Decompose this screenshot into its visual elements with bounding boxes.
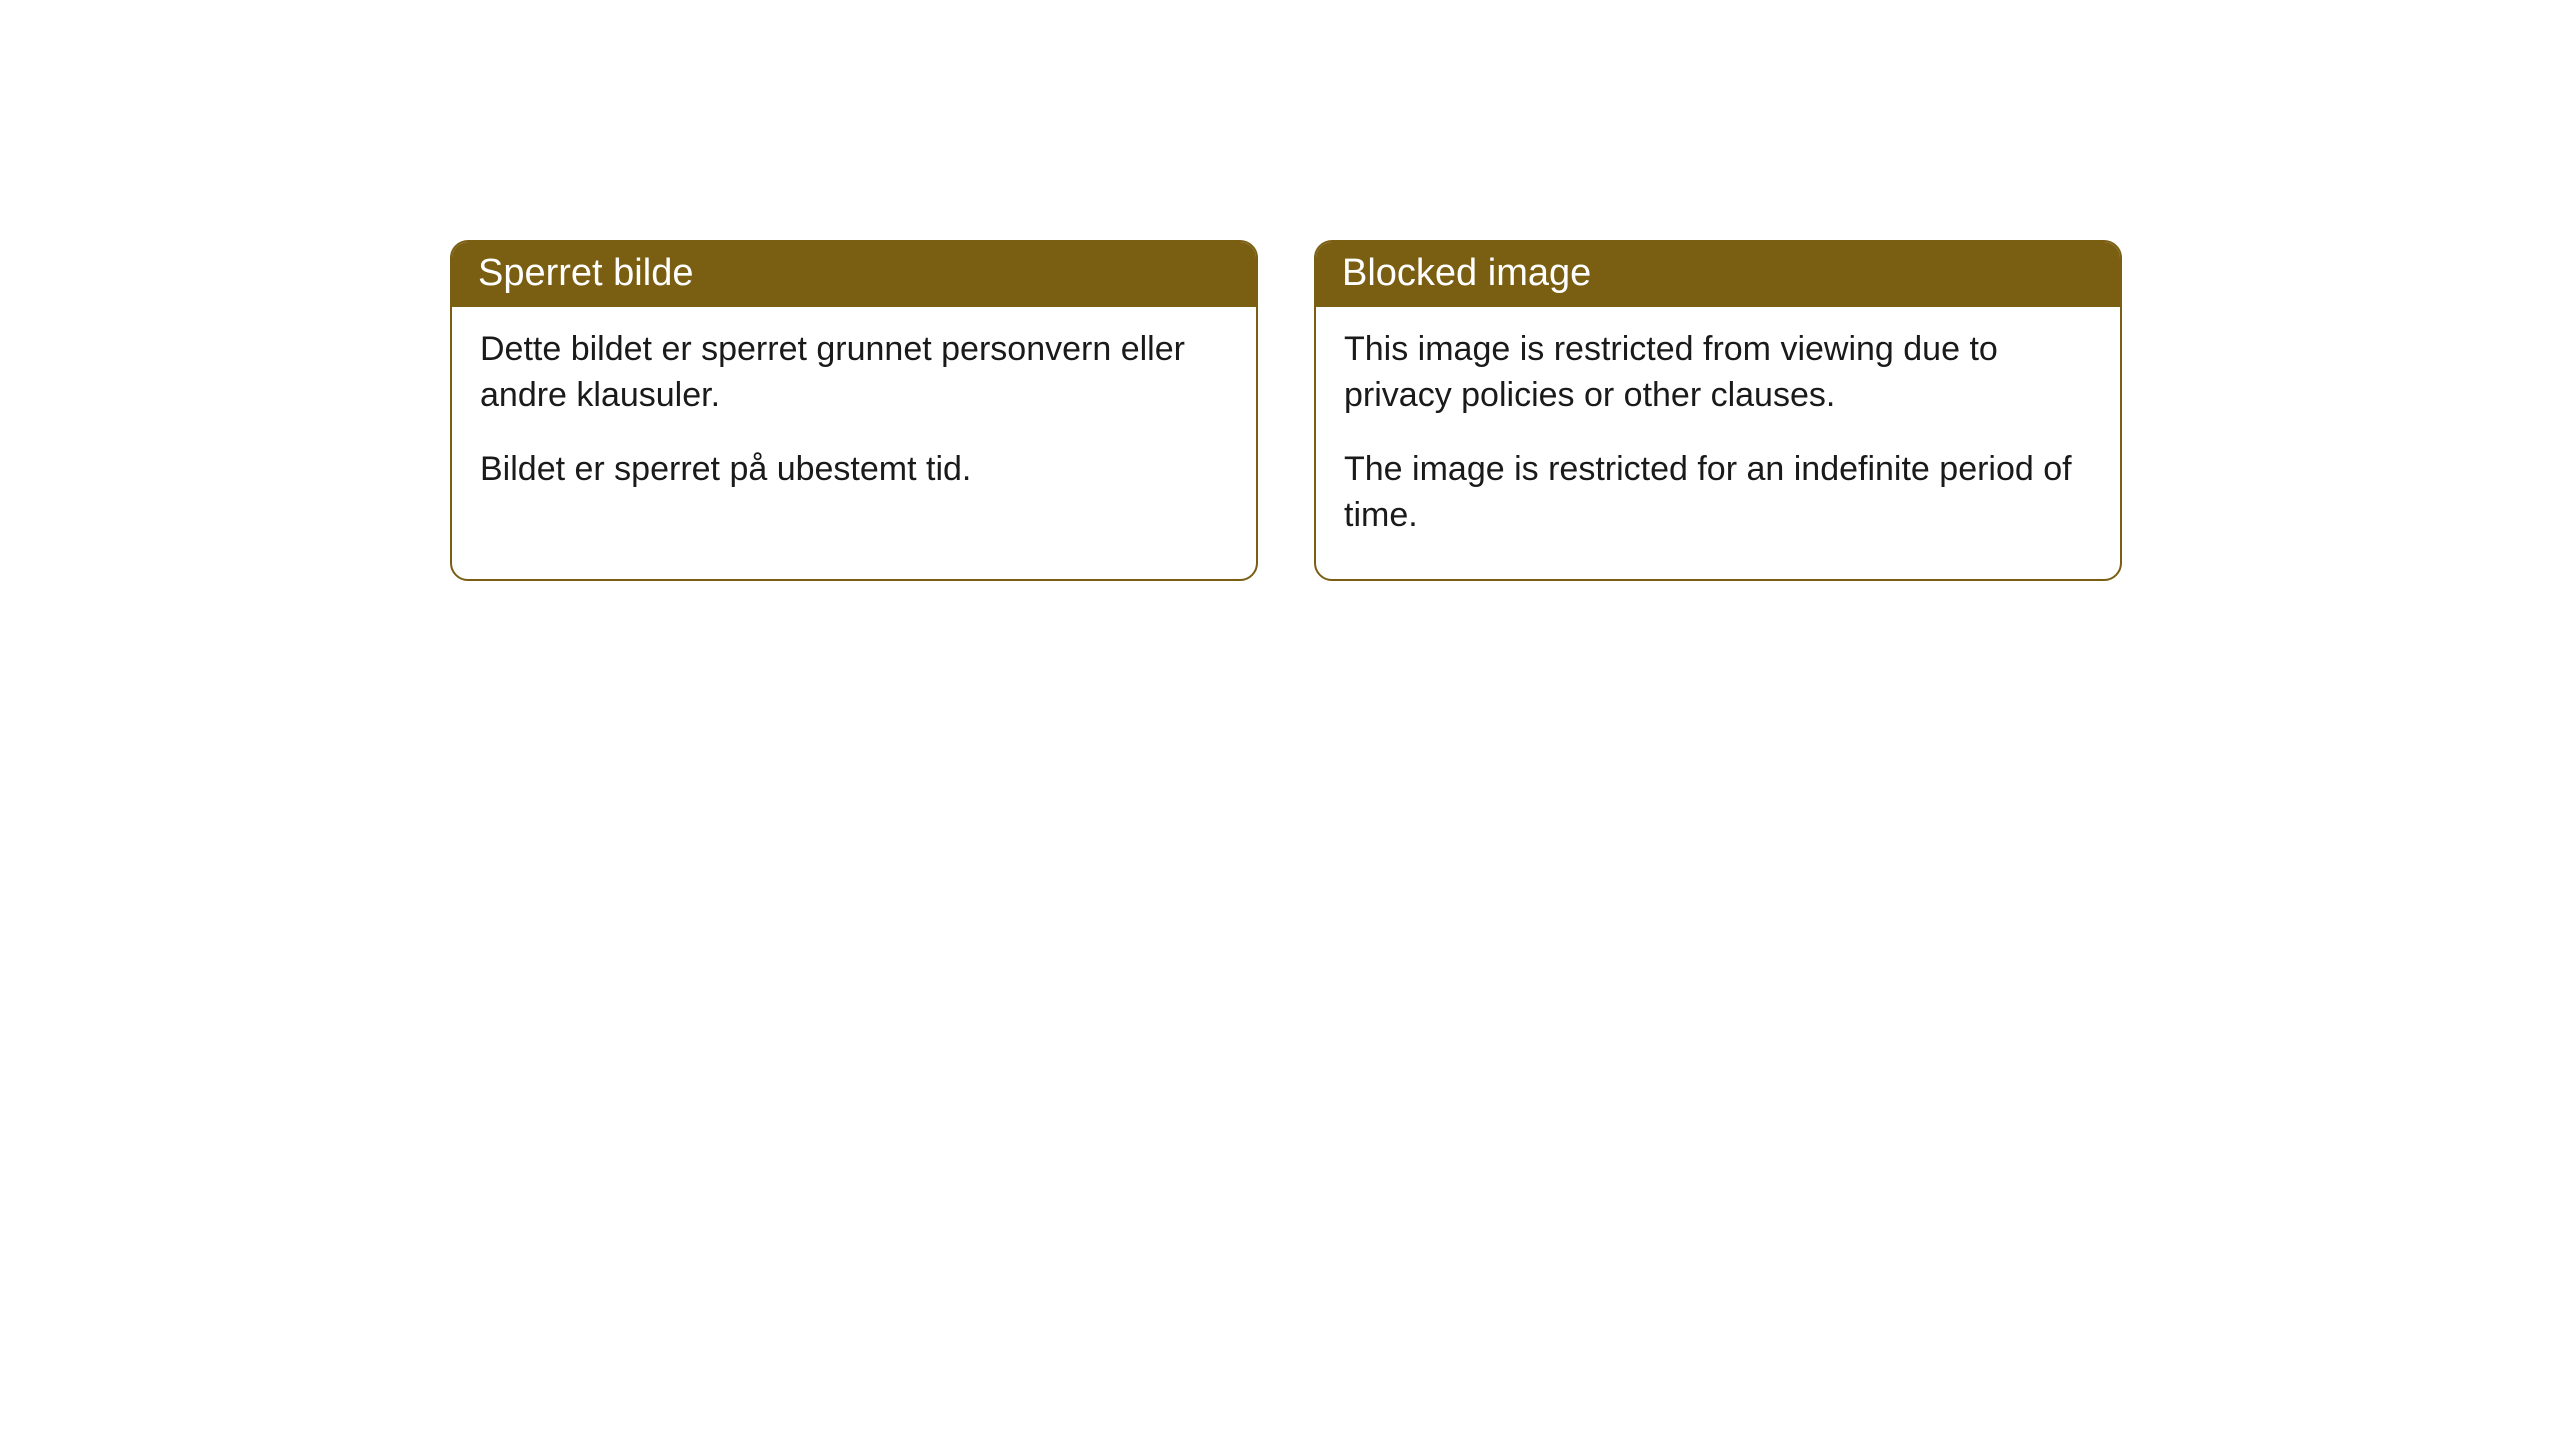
card-header-en: Blocked image: [1316, 242, 2120, 307]
card-body-no: Dette bildet er sperret grunnet personve…: [452, 307, 1256, 533]
card-paragraph-en-1: This image is restricted from viewing du…: [1344, 327, 2092, 419]
card-paragraph-no-2: Bildet er sperret på ubestemt tid.: [480, 447, 1228, 493]
card-paragraph-no-1: Dette bildet er sperret grunnet personve…: [480, 327, 1228, 419]
blocked-image-card-no: Sperret bilde Dette bildet er sperret gr…: [450, 240, 1258, 581]
card-header-no: Sperret bilde: [452, 242, 1256, 307]
notice-container: Sperret bilde Dette bildet er sperret gr…: [0, 0, 2560, 581]
blocked-image-card-en: Blocked image This image is restricted f…: [1314, 240, 2122, 581]
card-body-en: This image is restricted from viewing du…: [1316, 307, 2120, 579]
card-paragraph-en-2: The image is restricted for an indefinit…: [1344, 447, 2092, 539]
